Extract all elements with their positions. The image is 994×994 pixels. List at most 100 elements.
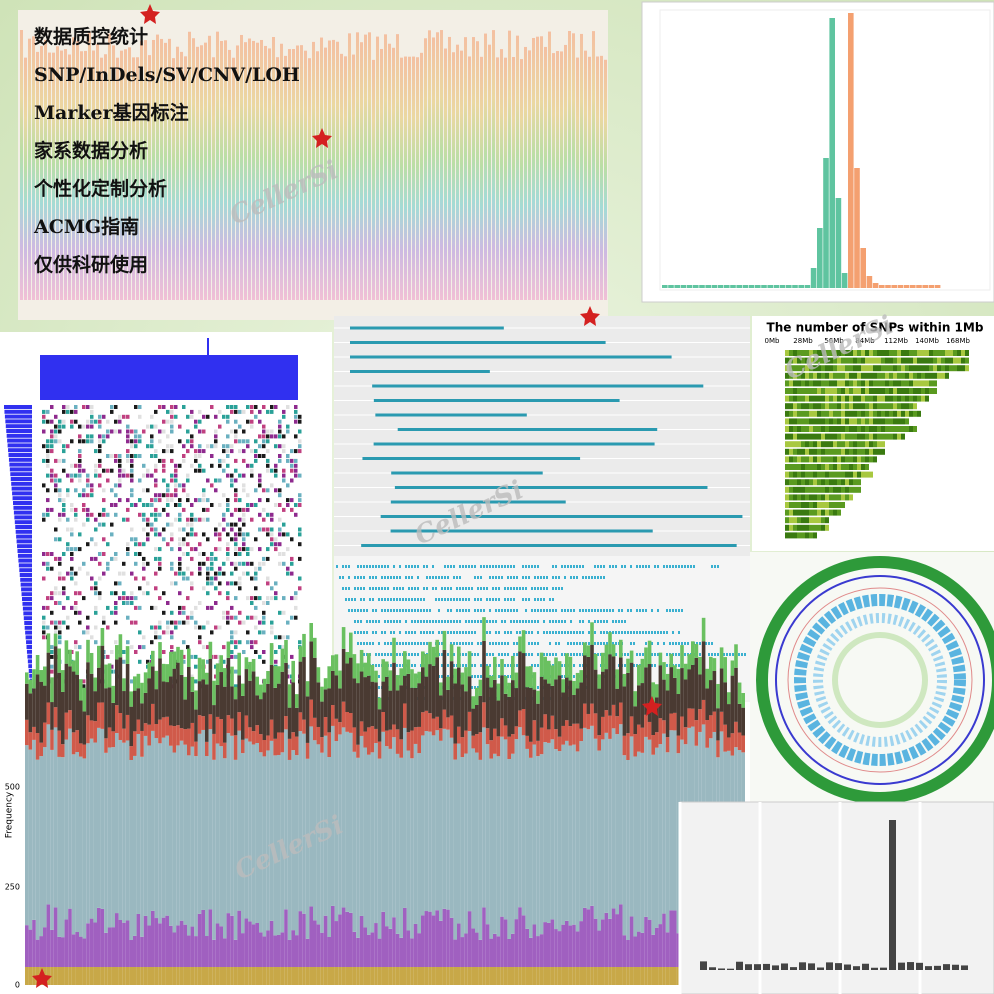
deco-dot — [510, 598, 512, 601]
deco-seg — [136, 673, 141, 689]
deco-cell — [162, 507, 166, 512]
deco-cell — [801, 464, 805, 470]
deco-seg — [43, 685, 47, 723]
deco-dot — [495, 598, 497, 601]
deco-dot — [666, 653, 668, 656]
deco-seg — [82, 687, 87, 712]
deco-cell — [861, 403, 865, 410]
deco-bar — [68, 54, 71, 301]
deco-cell — [298, 542, 302, 547]
deco-cell — [90, 576, 94, 581]
deco-seg — [525, 928, 529, 967]
deco-seg — [507, 938, 511, 967]
deco-bar — [9, 462, 32, 467]
deco-seg — [730, 733, 735, 756]
deco-seg — [295, 694, 299, 708]
deco-cell — [873, 372, 877, 379]
deco-cell — [46, 552, 50, 556]
deco-dot — [612, 620, 614, 623]
deco-bar — [424, 38, 427, 301]
deco-cell — [809, 357, 813, 364]
deco-seg — [629, 916, 634, 967]
deco-cell — [841, 410, 845, 417]
deco-dot — [639, 565, 641, 568]
deco-dot — [477, 675, 479, 678]
deco-cell — [857, 479, 861, 486]
deco-seg — [89, 967, 94, 985]
deco-seg — [179, 649, 184, 675]
deco-cell — [817, 486, 821, 493]
deco-cell — [90, 434, 94, 439]
deco-dot — [414, 653, 416, 656]
deco-dot — [681, 609, 683, 612]
deco-cell — [849, 433, 853, 440]
deco-cell — [829, 365, 833, 372]
deco-cell — [817, 524, 821, 531]
deco-cell — [250, 576, 254, 581]
deco-bar — [916, 962, 923, 970]
deco-cell — [222, 571, 226, 576]
deco-dot — [537, 576, 539, 579]
deco-seg — [147, 724, 151, 746]
deco-seg — [687, 669, 691, 709]
deco-seg — [543, 922, 547, 967]
deco-cell — [82, 503, 86, 507]
deco-cell — [805, 350, 809, 356]
deco-seg — [208, 658, 213, 715]
deco-cell — [801, 524, 805, 531]
deco-bar — [705, 285, 711, 288]
deco-dot — [411, 631, 413, 634]
deco-seg — [737, 732, 742, 751]
deco-dot — [492, 620, 494, 623]
deco-dot — [456, 620, 458, 623]
deco-seg — [295, 736, 299, 756]
deco-dot — [465, 598, 467, 601]
deco-cell — [897, 395, 901, 402]
deco-cell — [889, 426, 893, 432]
deco-seg — [381, 731, 385, 912]
deco-seg — [359, 735, 364, 916]
deco-dot — [465, 620, 467, 623]
deco-dot — [633, 642, 635, 645]
deco-cell — [50, 596, 54, 601]
deco-seg — [377, 709, 382, 742]
deco-cell — [869, 418, 873, 425]
deco-cell — [202, 517, 206, 522]
deco-cell — [286, 503, 290, 507]
deco-cell — [286, 571, 290, 576]
deco-cell — [805, 448, 809, 455]
deco-cell — [186, 429, 190, 434]
deco-dot — [498, 642, 500, 645]
deco-seg — [604, 732, 609, 913]
deco-cell — [865, 426, 869, 432]
deco-cell — [877, 395, 881, 402]
deco-cell — [869, 372, 873, 379]
deco-seg — [676, 933, 681, 967]
deco-cell — [234, 419, 238, 424]
deco-dot — [534, 565, 536, 568]
deco-seg — [280, 648, 285, 672]
deco-seg — [115, 913, 119, 967]
deco-seg — [503, 676, 508, 694]
deco-cell — [86, 625, 90, 630]
deco-cell — [901, 388, 905, 394]
deco-seg — [453, 668, 457, 684]
deco-cell — [869, 403, 873, 410]
deco-cell — [126, 615, 130, 620]
deco-cell — [246, 405, 250, 409]
deco-dot — [480, 576, 482, 579]
deco-seg — [259, 699, 263, 735]
deco-cell — [242, 537, 246, 542]
deco-dot — [627, 631, 629, 634]
deco-cell — [925, 357, 929, 364]
deco-bar — [23, 611, 32, 616]
deco-dot — [366, 620, 368, 623]
deco-cell — [66, 571, 70, 576]
deco-cell — [230, 630, 234, 635]
deco-bar — [388, 43, 391, 301]
deco-cell — [158, 635, 162, 640]
deco-cell — [282, 522, 286, 527]
deco-seg — [309, 622, 313, 642]
deco-seg — [71, 732, 76, 755]
deco-cell — [142, 561, 146, 566]
